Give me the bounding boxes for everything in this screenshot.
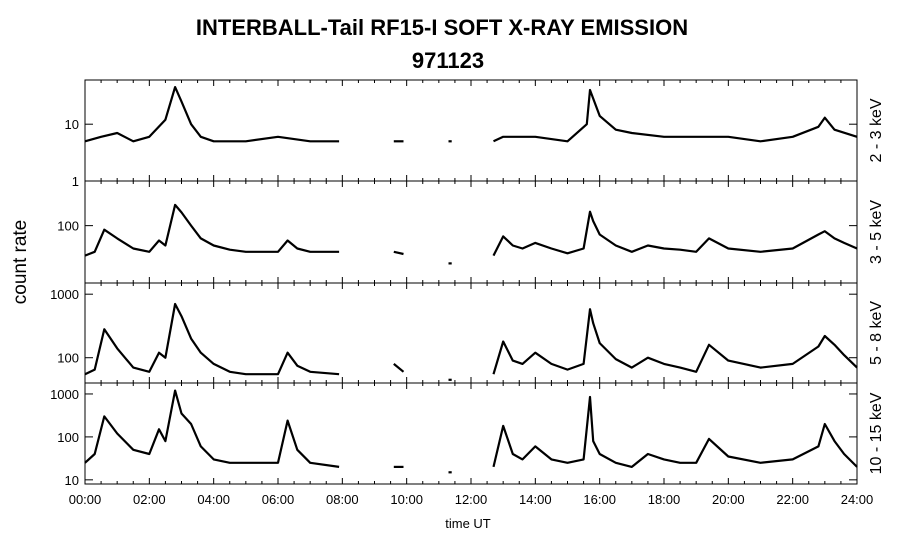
y-tick-label: 1000 [50,287,79,302]
y-tick-label: 100 [57,219,79,234]
panel-frame [84,180,858,284]
series-line [492,395,858,468]
x-tick-label: 02:00 [133,492,166,507]
series-line [84,203,340,257]
chart-title: INTERBALL-Tail RF15-I SOFT X-RAY EMISSIO… [196,15,688,40]
series-line [84,389,340,468]
series-line [492,210,858,257]
chart-subtitle: 971123 [412,48,484,73]
y-tick-label: 100 [57,430,79,445]
band-label: 3 - 5 keV [868,200,885,264]
y-tick-label: 10 [65,473,79,488]
series-line [393,363,405,373]
y-tick-label: 1 [72,174,79,189]
series-line [84,302,340,376]
x-tick-label: 16:00 [583,492,616,507]
x-tick-label: 14:00 [519,492,552,507]
x-tick-label: 10:00 [390,492,423,507]
x-tick-label: 24:00 [841,492,874,507]
x-tick-label: 12:00 [455,492,488,507]
series-line [492,308,858,375]
x-tick-label: 18:00 [648,492,681,507]
series-line [84,85,340,143]
band-label: 2 - 3 keV [868,98,885,162]
x-tick-label: 00:00 [69,492,102,507]
y-tick-label: 10 [65,117,79,132]
series-line [393,250,404,256]
x-tick-label: 22:00 [776,492,809,507]
y-tick-label: 1000 [50,387,79,402]
panel-frame [84,382,858,485]
band-label: 5 - 8 keV [868,301,885,365]
band-label: 10 - 15 keV [868,392,885,474]
x-tick-label: 04:00 [197,492,230,507]
x-tick-label: 08:00 [326,492,359,507]
panels: 1 10 2 - 3 keV 100 3 - 5 keV 100 1000 5 - 8 keV… [50,79,885,507]
x-axis-label: time UT [445,516,491,531]
y-tick-label: 100 [57,351,79,366]
x-tick-label: 20:00 [712,492,745,507]
panel-frame [84,282,858,384]
y-axis-label: count rate [10,220,31,305]
x-tick-label: 06:00 [262,492,295,507]
series-line [493,88,858,143]
panel-frame [84,79,858,182]
